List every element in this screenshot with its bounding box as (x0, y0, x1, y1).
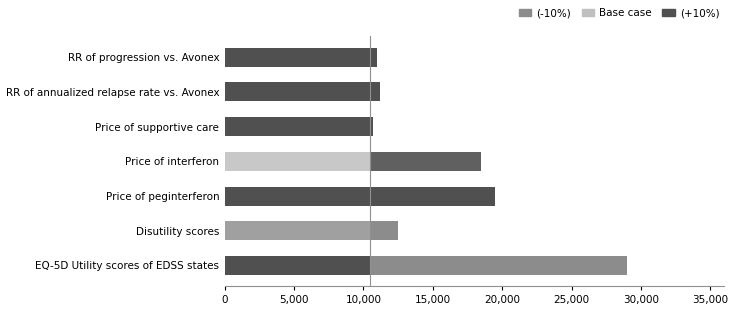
Bar (225, 117, 369, 136)
Bar (225, 152, 370, 171)
Bar (225, 82, 375, 101)
Bar (225, 187, 496, 206)
Bar (225, 221, 370, 240)
Bar (225, 221, 398, 240)
Bar (225, 152, 482, 171)
Bar (225, 256, 370, 275)
Bar (225, 117, 373, 136)
Bar (225, 256, 627, 275)
Bar (225, 48, 377, 67)
Legend: (-10%), Base case, (+10%): (-10%), Base case, (+10%) (515, 4, 724, 22)
Bar (225, 48, 373, 67)
Bar (225, 82, 380, 101)
Bar (225, 187, 370, 206)
